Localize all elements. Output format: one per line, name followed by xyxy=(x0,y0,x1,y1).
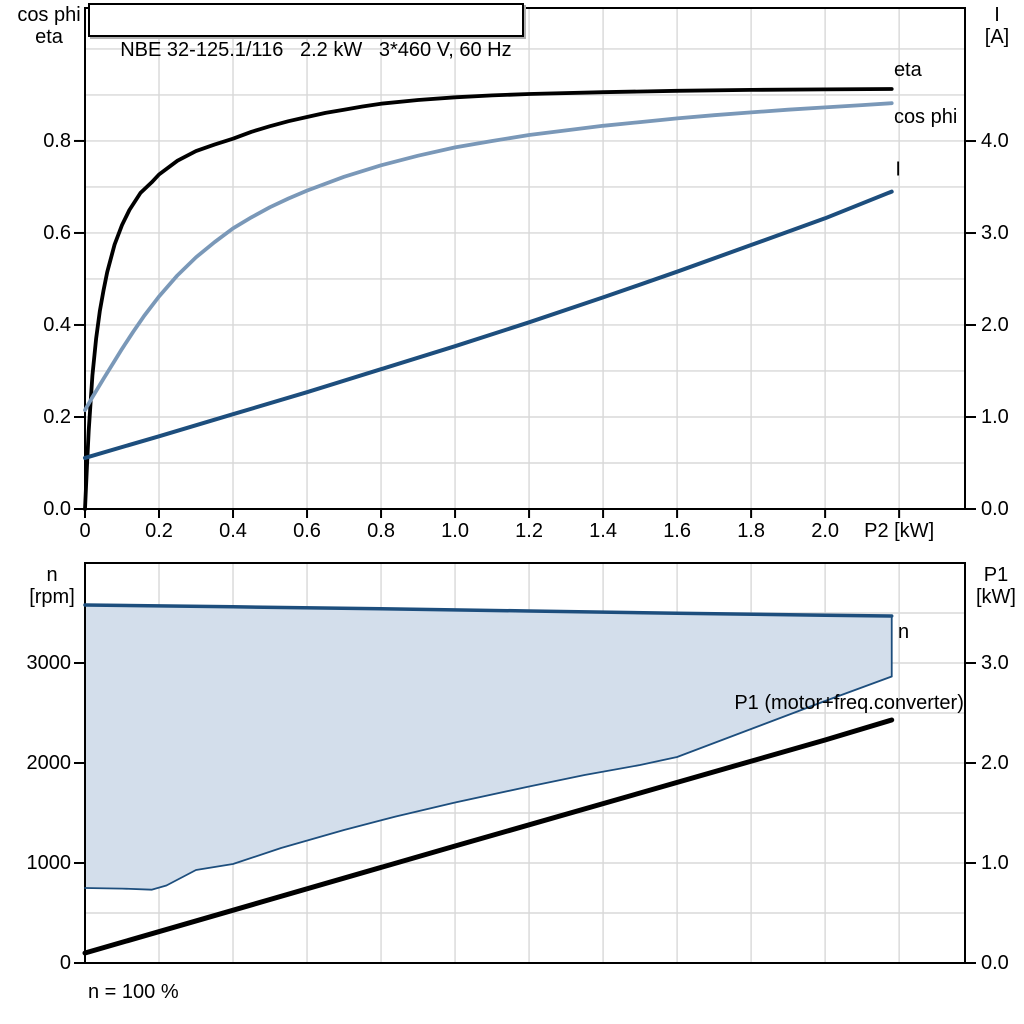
curve-p1-power xyxy=(82,717,895,956)
curve-label-eta: eta xyxy=(894,59,923,81)
speed-power-right-tick-label: 0.0 xyxy=(981,952,1009,974)
motor-curves-x-tick-label: 0.8 xyxy=(367,520,395,542)
speed-footnote: n = 100 % xyxy=(88,981,179,1003)
axis-title-speed: n xyxy=(46,564,58,586)
curve-speed xyxy=(83,603,894,618)
axis-title-eta: eta xyxy=(35,26,63,48)
axis-title-speed-unit: [rpm] xyxy=(29,586,75,608)
motor-curves-right-tick-label: 0.0 xyxy=(981,498,1009,520)
curve-cos-phi xyxy=(83,101,894,413)
motor-curves-x-tick-label: 0 xyxy=(79,520,90,542)
motor-curves-left-tick-label: 0.8 xyxy=(43,130,71,152)
top-left-axis-title: cos phi eta xyxy=(9,4,89,48)
speed-power-right-tick-label: 3.0 xyxy=(981,652,1009,674)
axis-title-p1: P1 xyxy=(983,564,1009,586)
speed-range-fill xyxy=(85,605,892,890)
motor-curves-x-tick-label: 2.0 xyxy=(811,520,839,542)
curve-eta xyxy=(83,87,894,511)
pump-title-text: NBE 32-125.1/116 2.2 kW 3*460 V, 60 Hz xyxy=(120,39,512,61)
motor-curves-right-tick-label: 3.0 xyxy=(981,222,1009,244)
pump-title-box: NBE 32-125.1/116 2.2 kW 3*460 V, 60 Hz xyxy=(88,3,524,61)
bottom-left-axis-title: n [rpm] xyxy=(14,564,90,608)
motor-curves-right-tick-label: 1.0 xyxy=(981,406,1009,428)
speed-power-left-tick-label: 3000 xyxy=(27,652,72,674)
speed-power-left-tick-label: 2000 xyxy=(27,752,72,774)
motor-curves-x-tick-label: 0.6 xyxy=(293,520,321,542)
motor-curves-x-tick-label: 0.4 xyxy=(219,520,247,542)
motor-curves-x-tick-label: 1.4 xyxy=(589,520,617,542)
speed-power-right-tick-label: 2.0 xyxy=(981,752,1009,774)
axis-title-current: I xyxy=(994,4,1000,26)
curve-label-current: I xyxy=(895,159,901,181)
curve-label-cos-phi: cos phi xyxy=(894,106,957,128)
curve-current xyxy=(83,189,894,460)
top-right-axis-title: I [A] xyxy=(970,4,1024,48)
motor-curves-x-tick-label: P2 [kW] xyxy=(864,520,934,542)
motor-curves-plot-border xyxy=(84,7,966,510)
axis-title-current-unit: [A] xyxy=(984,26,1010,48)
speed-power-right-tick-label: 1.0 xyxy=(981,852,1009,874)
motor-curves-x-tick-label: 1.8 xyxy=(737,520,765,542)
curve-label-speed: n xyxy=(898,621,909,643)
motor-curves-right-tick-label: 2.0 xyxy=(981,314,1009,336)
bottom-right-axis-title: P1 [kW] xyxy=(968,564,1024,608)
motor-curves-left-tick-label: 0.2 xyxy=(43,406,71,428)
motor-curves-x-tick-label: 0.2 xyxy=(145,520,173,542)
axis-title-cos-phi: cos phi xyxy=(17,4,81,26)
speed-power-left-tick-label: 0 xyxy=(60,952,71,974)
motor-curves-right-tick-label: 4.0 xyxy=(981,130,1009,152)
motor-curves-x-tick-label: 1.6 xyxy=(663,520,691,542)
motor-curves-left-tick-label: 0.4 xyxy=(43,314,71,336)
speed-power-left-tick-label: 1000 xyxy=(27,852,72,874)
curve-speed-min xyxy=(84,675,893,891)
motor-curves-left-tick-label: 0.6 xyxy=(43,222,71,244)
motor-curves-x-tick-label: 1.0 xyxy=(441,520,469,542)
motor-curves-x-tick-label: 1.2 xyxy=(515,520,543,542)
curve-label-p1-power: P1 (motor+freq.converter) xyxy=(734,692,964,714)
motor-curves-left-tick-label: 0.0 xyxy=(43,498,71,520)
axis-title-p1-unit: [kW] xyxy=(976,586,1016,608)
